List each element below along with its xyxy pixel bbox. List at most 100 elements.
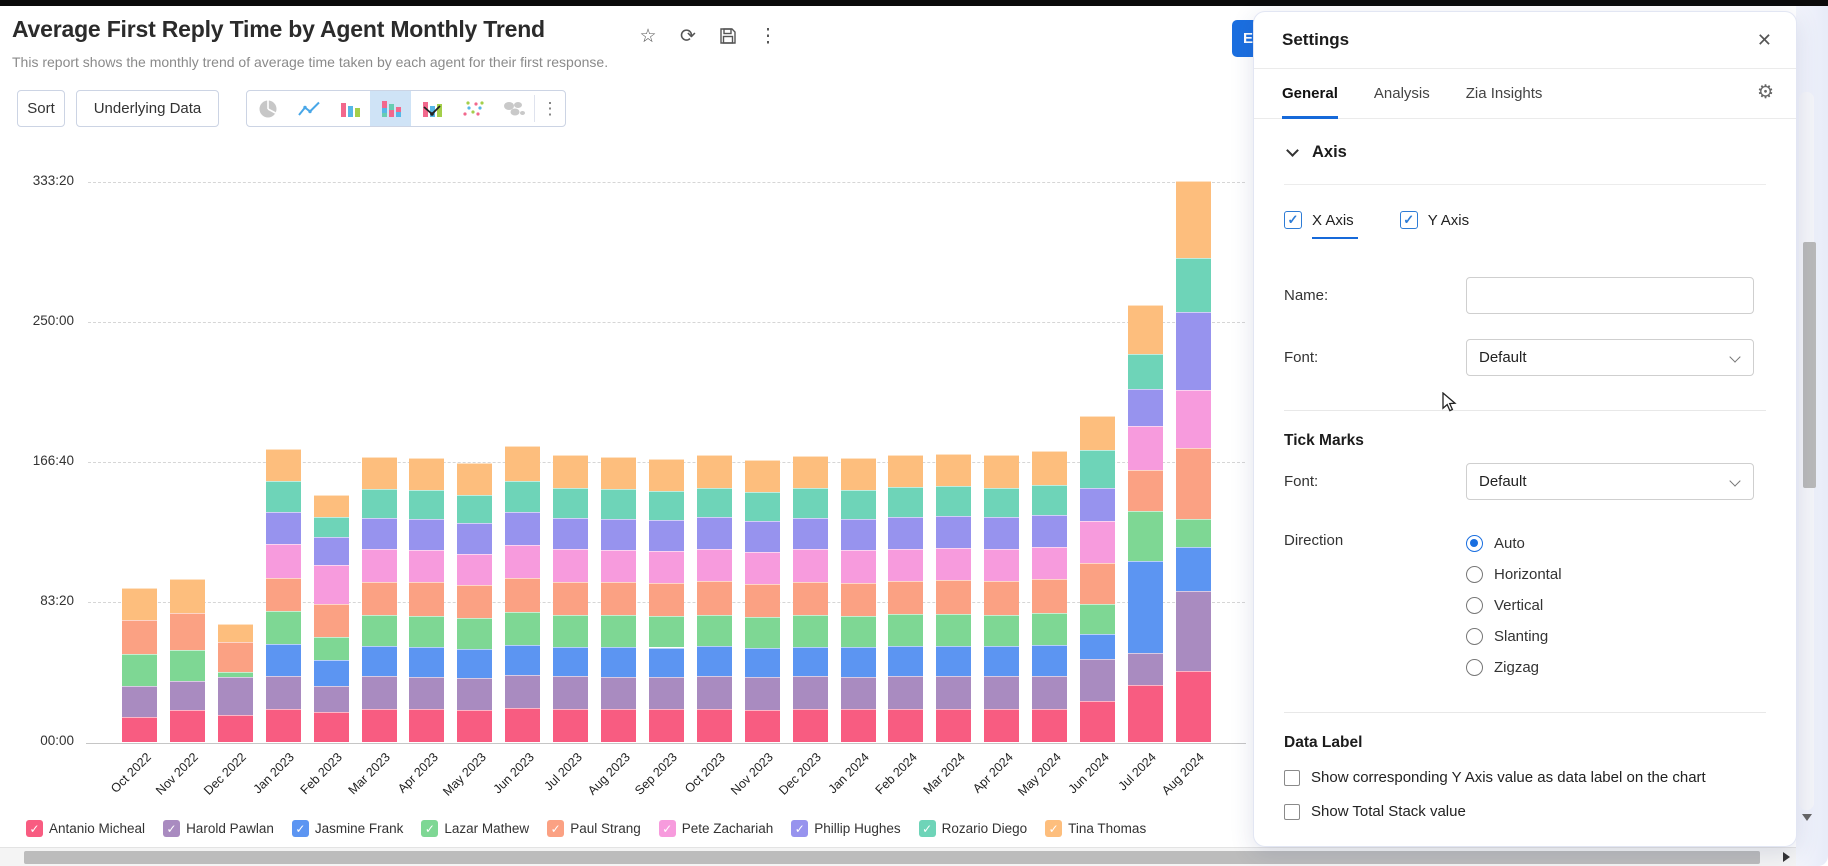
bar-segment-jasmine-frank[interactable] — [744, 648, 780, 678]
legend-checkbox-icon[interactable]: ✓ — [26, 820, 43, 837]
bar-segment-antanio-micheal[interactable] — [553, 708, 589, 742]
bar-segment-pete-zachariah[interactable] — [936, 547, 972, 581]
bar-segment-pete-zachariah[interactable] — [1175, 389, 1211, 449]
bar-segment-tina-thomas[interactable] — [696, 455, 732, 488]
radio-horizontal[interactable]: Horizontal — [1466, 563, 1562, 585]
bar-segment-tina-thomas[interactable] — [265, 448, 301, 481]
bar-segment-harold-pawlan[interactable] — [553, 676, 589, 709]
bar-segment-paul-strang[interactable] — [792, 581, 828, 615]
bar-segment-tina-thomas[interactable] — [313, 495, 349, 517]
bar-segment-phillip-hughes[interactable] — [1127, 389, 1163, 427]
tab-general[interactable]: General — [1282, 69, 1338, 119]
tick-font-select[interactable]: Default — [1466, 463, 1754, 500]
radio-vertical[interactable]: Vertical — [1466, 594, 1562, 616]
bar-segment-rozario-diego[interactable] — [361, 488, 397, 518]
bar-segment-phillip-hughes[interactable] — [1080, 487, 1115, 522]
legend-checkbox-icon[interactable]: ✓ — [658, 820, 676, 837]
bar-segment-harold-pawlan[interactable] — [792, 676, 828, 709]
bar-segment-antanio-micheal[interactable] — [457, 709, 493, 742]
legend-checkbox-icon[interactable]: ✓ — [547, 820, 565, 837]
bar-segment-jasmine-frank[interactable] — [1080, 633, 1115, 660]
bar-segment-jasmine-frank[interactable] — [1175, 546, 1211, 592]
bar-segment-harold-pawlan[interactable] — [169, 681, 205, 710]
checkbox-checked-icon[interactable]: ✓ — [1399, 211, 1418, 229]
bar-segment-jasmine-frank[interactable] — [792, 646, 828, 677]
bar-segment-harold-pawlan[interactable] — [122, 685, 157, 718]
bar-segment-pete-zachariah[interactable] — [361, 549, 397, 582]
legend-item-lazar-mathew[interactable]: ✓ Lazar Mathew — [421, 820, 529, 837]
bar-segment-rozario-diego[interactable] — [696, 487, 732, 518]
bar-segment-harold-pawlan[interactable] — [265, 675, 301, 709]
bar-segment-rozario-diego[interactable] — [553, 488, 589, 518]
bar-segment-harold-pawlan[interactable] — [361, 676, 397, 709]
bar-segment-phillip-hughes[interactable] — [744, 521, 780, 553]
axis-subtab-y-axis[interactable]: ✓ Y Axis — [1399, 211, 1469, 239]
bar-segment-phillip-hughes[interactable] — [313, 536, 349, 565]
bar-segment-pete-zachariah[interactable] — [1127, 426, 1163, 470]
vertical-scrollbar-thumb[interactable] — [1803, 242, 1816, 488]
bar-segment-pete-zachariah[interactable] — [840, 550, 876, 583]
bar-segment-paul-strang[interactable] — [361, 581, 397, 616]
bar-segment-harold-pawlan[interactable] — [601, 676, 636, 710]
bar-segment-pete-zachariah[interactable] — [601, 550, 636, 583]
combo-chart-icon[interactable] — [411, 91, 452, 126]
bar-segment-paul-strang[interactable] — [888, 580, 924, 615]
bar-segment-paul-strang[interactable] — [1127, 469, 1163, 512]
bar-segment-antanio-micheal[interactable] — [217, 715, 253, 742]
bar-segment-phillip-hughes[interactable] — [840, 519, 876, 551]
bar-segment-phillip-hughes[interactable] — [984, 517, 1020, 549]
bar-segment-jasmine-frank[interactable] — [265, 643, 301, 676]
bar-segment-lazar-mathew[interactable] — [936, 613, 972, 646]
bar-segment-jasmine-frank[interactable] — [696, 646, 732, 677]
radio-zigzag[interactable]: Zigzag — [1466, 656, 1562, 678]
bar-segment-pete-zachariah[interactable] — [1080, 521, 1115, 563]
bar-segment-paul-strang[interactable] — [553, 581, 589, 615]
more-chart-types-icon[interactable]: ⋮ — [541, 98, 559, 118]
bar-segment-phillip-hughes[interactable] — [265, 512, 301, 545]
bar-segment-jasmine-frank[interactable] — [1032, 645, 1068, 676]
radio-slanting[interactable]: Slanting — [1466, 625, 1562, 647]
bar-segment-tina-thomas[interactable] — [122, 588, 157, 621]
bar-segment-paul-strang[interactable] — [1080, 562, 1115, 604]
legend-item-harold-pawlan[interactable]: ✓ Harold Pawlan — [163, 820, 274, 837]
bar-segment-harold-pawlan[interactable] — [936, 675, 972, 709]
vertical-scrollbar-track[interactable] — [1799, 92, 1816, 810]
bar-segment-harold-pawlan[interactable] — [648, 677, 684, 710]
bar-chart-icon[interactable] — [329, 91, 370, 126]
bar-segment-paul-strang[interactable] — [457, 585, 493, 618]
bar-segment-pete-zachariah[interactable] — [409, 550, 445, 583]
bar-segment-paul-strang[interactable] — [840, 582, 876, 616]
close-icon[interactable]: ✕ — [1756, 29, 1772, 50]
bar-segment-pete-zachariah[interactable] — [265, 544, 301, 579]
bar-segment-phillip-hughes[interactable] — [361, 517, 397, 550]
bar-segment-phillip-hughes[interactable] — [648, 519, 684, 552]
legend-checkbox-icon[interactable]: ✓ — [421, 820, 439, 837]
bar-segment-antanio-micheal[interactable] — [792, 708, 828, 742]
bar-segment-tina-thomas[interactable] — [840, 457, 876, 490]
bar-segment-tina-thomas[interactable] — [648, 458, 684, 491]
bar-segment-paul-strang[interactable] — [169, 613, 205, 651]
horizontal-scrollbar-thumb[interactable] — [24, 851, 1760, 864]
tab-zia-insights[interactable]: Zia Insights — [1465, 85, 1543, 102]
bar-segment-lazar-mathew[interactable] — [648, 616, 684, 648]
bar-segment-lazar-mathew[interactable] — [888, 614, 924, 647]
legend-checkbox-icon[interactable]: ✓ — [918, 820, 936, 837]
bar-segment-jasmine-frank[interactable] — [936, 645, 972, 676]
bar-segment-antanio-micheal[interactable] — [696, 708, 732, 742]
bar-segment-jasmine-frank[interactable] — [313, 659, 349, 686]
map-chart-icon[interactable] — [493, 91, 534, 126]
bar-segment-lazar-mathew[interactable] — [169, 650, 205, 682]
checkbox-show-corresponding-y-axis-value-as-data-[interactable]: Show corresponding Y Axis value as data … — [1284, 769, 1766, 786]
bar-segment-phillip-hughes[interactable] — [1175, 312, 1211, 390]
bar-segment-pete-zachariah[interactable] — [744, 552, 780, 585]
bar-segment-antanio-micheal[interactable] — [840, 709, 876, 742]
bar-segment-rozario-diego[interactable] — [601, 489, 636, 519]
axis-section-header[interactable]: Axis — [1284, 119, 1766, 185]
bar-segment-pete-zachariah[interactable] — [553, 549, 589, 582]
bar-segment-lazar-mathew[interactable] — [122, 654, 157, 686]
bar-segment-lazar-mathew[interactable] — [553, 614, 589, 647]
bar-segment-jasmine-frank[interactable] — [409, 647, 445, 678]
scatter-chart-icon[interactable] — [452, 91, 493, 126]
bar-segment-tina-thomas[interactable] — [505, 446, 541, 482]
refresh-icon[interactable]: ⟳ — [680, 25, 696, 47]
